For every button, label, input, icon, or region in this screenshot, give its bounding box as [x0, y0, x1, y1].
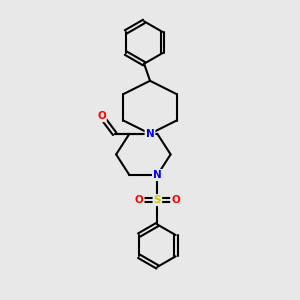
Text: O: O [97, 111, 106, 121]
Text: O: O [135, 195, 143, 205]
Text: S: S [154, 195, 161, 205]
Text: N: N [153, 170, 162, 180]
Text: O: O [171, 195, 180, 205]
Text: N: N [146, 129, 154, 139]
